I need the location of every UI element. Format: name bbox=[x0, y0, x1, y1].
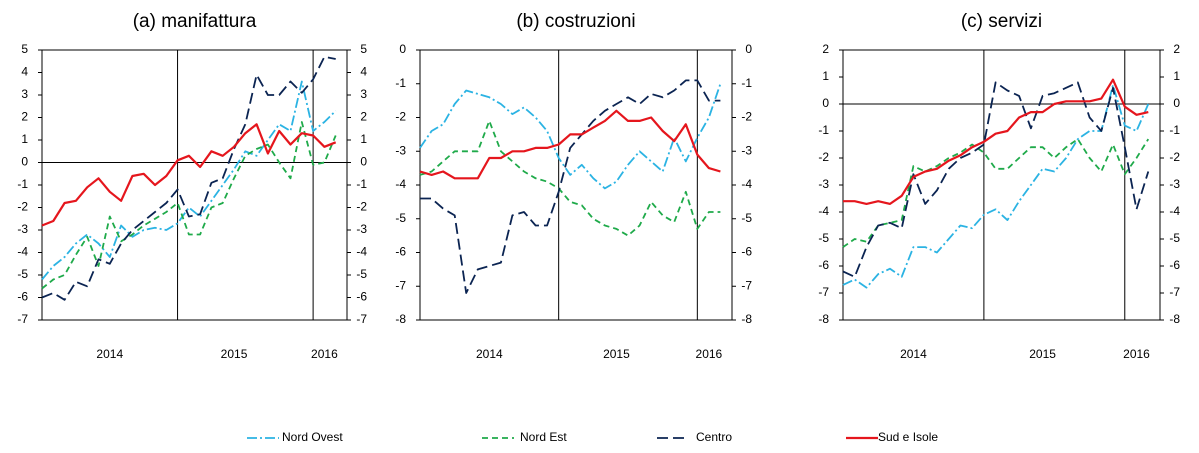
y-tick-label: 1 bbox=[822, 69, 829, 83]
y2-tick-label: -5 bbox=[741, 211, 752, 225]
series-line bbox=[843, 78, 1149, 205]
y2-tick-label: -6 bbox=[741, 245, 752, 259]
x-tick-label: 2015 bbox=[603, 347, 630, 361]
y2-tick-label: 1 bbox=[1173, 69, 1180, 83]
y2-tick-label: 0 bbox=[745, 42, 752, 56]
y-tick-label: -2 bbox=[818, 150, 829, 164]
y-tick-label: -4 bbox=[395, 177, 406, 191]
series-line bbox=[41, 55, 336, 301]
legend-label: Sud e Isole bbox=[878, 430, 938, 444]
series-line bbox=[41, 123, 337, 227]
series-line bbox=[420, 79, 721, 294]
x-tick-label: 2014 bbox=[900, 347, 927, 361]
y2-tick-label: 3 bbox=[360, 87, 367, 101]
y-tick-label: -3 bbox=[395, 143, 406, 157]
y-tick-label: -5 bbox=[395, 211, 406, 225]
y-tick-label: -1 bbox=[818, 123, 829, 137]
x-tick-label: 2015 bbox=[1029, 347, 1056, 361]
y-tick-label: -1 bbox=[17, 177, 28, 191]
y2-tick-label: -7 bbox=[356, 312, 367, 326]
y-tick-label: 2 bbox=[21, 110, 28, 124]
y2-tick-label: -1 bbox=[1169, 123, 1180, 137]
y-tick-label: 1 bbox=[21, 132, 28, 146]
y-tick-label: -3 bbox=[818, 177, 829, 191]
y2-tick-label: -3 bbox=[1169, 177, 1180, 191]
y-tick-label: -4 bbox=[818, 204, 829, 218]
y-tick-label: 2 bbox=[822, 42, 829, 56]
y-tick-label: -2 bbox=[395, 110, 406, 124]
y-tick-label: 0 bbox=[21, 155, 28, 169]
y-tick-label: 0 bbox=[822, 96, 829, 110]
x-tick-label: 2014 bbox=[476, 347, 503, 361]
y2-tick-label: -4 bbox=[741, 177, 752, 191]
y2-tick-label: -8 bbox=[1169, 312, 1180, 326]
series-line bbox=[842, 138, 1150, 248]
y2-tick-label: -6 bbox=[1169, 258, 1180, 272]
y2-tick-label: 2 bbox=[360, 110, 367, 124]
x-tick-label: 2016 bbox=[1123, 347, 1150, 361]
series-line bbox=[842, 84, 1150, 289]
y-tick-label: -7 bbox=[17, 312, 28, 326]
y-tick-label: -5 bbox=[17, 267, 28, 281]
y-tick-label: -7 bbox=[395, 278, 406, 292]
y-tick-label: -3 bbox=[17, 222, 28, 236]
y2-tick-label: 4 bbox=[360, 65, 367, 79]
series-line bbox=[41, 121, 337, 290]
y-tick-label: 3 bbox=[21, 87, 28, 101]
y-tick-label: -1 bbox=[395, 76, 406, 90]
y2-tick-label: -2 bbox=[741, 110, 752, 124]
plot-frame bbox=[41, 49, 348, 321]
y2-tick-label: 5 bbox=[360, 42, 367, 56]
series-line bbox=[419, 83, 722, 190]
y2-tick-label: 1 bbox=[360, 132, 367, 146]
y2-tick-label: -6 bbox=[356, 290, 367, 304]
series-line bbox=[419, 120, 721, 237]
y-tick-label: 5 bbox=[21, 42, 28, 56]
y-tick-label: -4 bbox=[17, 245, 28, 259]
y2-tick-label: 0 bbox=[360, 155, 367, 169]
y-tick-label: -6 bbox=[818, 258, 829, 272]
y2-tick-label: -1 bbox=[741, 76, 752, 90]
x-tick-label: 2016 bbox=[696, 347, 723, 361]
y2-tick-label: -5 bbox=[356, 267, 367, 281]
chart-title: (a) manifattura bbox=[133, 11, 257, 32]
y2-tick-label: -2 bbox=[356, 200, 367, 214]
series-line bbox=[419, 109, 721, 180]
x-tick-label: 2014 bbox=[96, 347, 123, 361]
y-tick-label: -6 bbox=[395, 245, 406, 259]
y-tick-label: -2 bbox=[17, 200, 28, 214]
y2-tick-label: -7 bbox=[741, 278, 752, 292]
y-tick-label: -6 bbox=[17, 290, 28, 304]
y2-tick-label: -2 bbox=[1169, 150, 1180, 164]
y2-tick-label: -7 bbox=[1169, 285, 1180, 299]
legend-label: Nord Ovest bbox=[282, 430, 343, 444]
y2-tick-label: -3 bbox=[741, 143, 752, 157]
y2-tick-label: -1 bbox=[356, 177, 367, 191]
y2-tick-label: -4 bbox=[356, 245, 367, 259]
x-tick-label: 2015 bbox=[221, 347, 248, 361]
y2-tick-label: -5 bbox=[1169, 231, 1180, 245]
y-tick-label: -7 bbox=[818, 285, 829, 299]
y-tick-label: 0 bbox=[399, 42, 406, 56]
y2-tick-label: 2 bbox=[1173, 42, 1180, 56]
y-tick-label: -8 bbox=[395, 312, 406, 326]
chart-title: (c) servizi bbox=[961, 11, 1042, 32]
chart-title: (b) costruzioni bbox=[516, 11, 635, 32]
legend-label: Nord Est bbox=[520, 430, 567, 444]
y-tick-label: -5 bbox=[818, 231, 829, 245]
y2-tick-label: 0 bbox=[1173, 96, 1180, 110]
y2-tick-label: -8 bbox=[741, 312, 752, 326]
legend-label: Centro bbox=[696, 430, 732, 444]
y-tick-label: -8 bbox=[818, 312, 829, 326]
x-tick-label: 2016 bbox=[311, 347, 338, 361]
y2-tick-label: -3 bbox=[356, 222, 367, 236]
series-line bbox=[41, 80, 337, 281]
y2-tick-label: -4 bbox=[1169, 204, 1180, 218]
series-line bbox=[842, 81, 1150, 278]
y-tick-label: 4 bbox=[21, 65, 28, 79]
